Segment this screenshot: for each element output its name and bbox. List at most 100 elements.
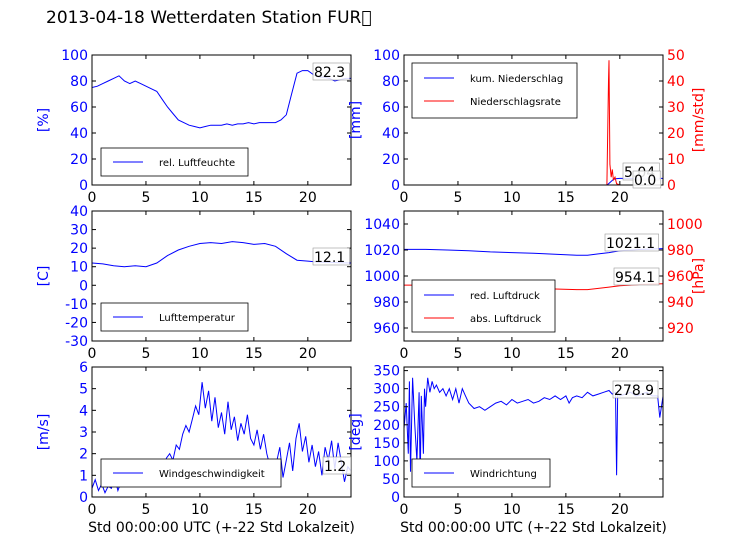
x-tick-label: 0 (88, 346, 97, 362)
y-tick-label: 40 (70, 126, 88, 142)
y-tick-label: 6 (79, 360, 88, 376)
x-tick-label: 5 (453, 190, 462, 206)
y-tick-label: 980 (373, 295, 400, 311)
legend-box (411, 279, 556, 333)
panel-temperature: 0 5 10 15 20 -30 -20 -10 0 10 20 30 40 [C] Lufttempera… (36, 204, 352, 362)
y-tick-label: 5 (79, 382, 88, 398)
x-tick-label: 15 (557, 502, 575, 518)
legend-label: Niederschlagsrate (470, 97, 561, 108)
y-tick-label: 60 (382, 100, 400, 116)
y-tick-label: 3 (79, 425, 88, 441)
x-tick-label: 5 (141, 190, 150, 206)
legend-label: Windgeschwindigkeit (159, 469, 265, 480)
annotation-box (312, 62, 350, 81)
y-tick-label: 40 (70, 204, 88, 220)
x-tick-label: 0 (400, 190, 409, 206)
panel-humidity: 0 5 10 15 20 0 20 40 60 80 100 [%] rel. Luftfeuchte 8… (36, 48, 352, 206)
y-tick-label: 1 (79, 468, 88, 484)
y-tick-label: 200 (373, 418, 400, 434)
x-tick-label: 5 (453, 346, 462, 362)
series-line-lufttemperatur (92, 241, 351, 268)
x-tick-label: 20 (611, 346, 629, 362)
x-axis-label: Std 00:00:00 UTC (+-22 Std Lokalzeit) (88, 520, 355, 536)
x-tick-label: 0 (88, 502, 97, 518)
x-tick-label: 15 (557, 190, 575, 206)
y-tick-label: 0 (391, 178, 400, 194)
x-tick-label: 10 (191, 190, 209, 206)
y-right-tick-label: 920 (667, 321, 694, 337)
y-tick-label: 100 (373, 454, 400, 470)
x-tick-label: 10 (191, 502, 209, 518)
annotation-box (322, 456, 352, 475)
legend-label: red. Luftdruck (470, 291, 540, 302)
x-tick-label: 15 (245, 190, 263, 206)
y-right-tick-label: 40 (667, 74, 685, 90)
x-tick-label: 5 (453, 502, 462, 518)
legend-label: rel. Luftfeuchte (159, 158, 235, 169)
y-tick-label: -10 (65, 297, 88, 313)
series-line-niederschlagsrate (404, 60, 663, 185)
y-axis-label: [mm] (348, 101, 364, 139)
x-tick-label: 20 (299, 190, 317, 206)
legend-label: kum. Niederschlag (470, 74, 563, 85)
y-tick-label: 4 (79, 403, 88, 419)
y-tick-label: -30 (65, 334, 88, 350)
y-tick-label: 80 (382, 74, 400, 90)
y-tick-label: 250 (373, 400, 400, 416)
y-tick-label: 20 (382, 152, 400, 168)
annotation-box (632, 170, 662, 189)
y-right-tick-label: 10 (667, 152, 685, 168)
x-axis-label: Std 00:00:00 UTC (+-22 Std Lokalzeit) (400, 520, 667, 536)
x-tick-label: 15 (557, 346, 575, 362)
x-tick-label: 0 (400, 502, 409, 518)
x-tick-label: 15 (245, 346, 263, 362)
y-axis-label: [m/s] (36, 414, 52, 451)
x-tick-label: 10 (503, 502, 521, 518)
y-tick-label: 50 (382, 472, 400, 488)
y-tick-label: 80 (70, 74, 88, 90)
annotation-box (604, 233, 659, 252)
annotation-box (312, 247, 350, 266)
value-annotation: 12.1 (314, 250, 345, 266)
y-tick-label: 300 (373, 382, 400, 398)
y-right-tick-label: 1000 (667, 217, 703, 233)
x-tick-label: 20 (611, 190, 629, 206)
y-tick-label: 30 (70, 223, 88, 239)
y-right-tick-label: 30 (667, 100, 685, 116)
value-annotation: 1.2 (324, 459, 346, 475)
value-annotation: 0.0 (634, 173, 656, 189)
panel-pressure: 0 5 10 15 20 960 980 1000 1020 1040 920 940 960 980 10… (364, 210, 707, 362)
y-tick-label: 20 (70, 241, 88, 257)
x-tick-label: 15 (245, 502, 263, 518)
page-title: 2013-04-18 Wetterdaten Station FUR  (46, 8, 372, 28)
series-line-red-luftdruck (404, 248, 663, 256)
y-right-tick-label: 980 (667, 243, 694, 259)
legend-box (411, 62, 578, 119)
value-annotation: 278.9 (614, 383, 654, 399)
legend-label: Lufttemperatur (159, 313, 236, 324)
x-tick-label: 20 (299, 502, 317, 518)
x-tick-label: 10 (191, 346, 209, 362)
plot-frame (91, 210, 352, 342)
y-tick-label: 350 (373, 364, 400, 380)
y-axis-label: [%] (36, 108, 52, 132)
y-tick-label: 1000 (364, 269, 400, 285)
y-tick-label: 60 (70, 100, 88, 116)
y-tick-label: 0 (79, 278, 88, 294)
y-tick-label: 0 (79, 490, 88, 506)
y-tick-label: 960 (373, 321, 400, 337)
x-tick-label: 5 (141, 346, 150, 362)
y-axis-label: [deg] (348, 413, 364, 450)
y-tick-label: -20 (65, 315, 88, 331)
y-right-axis-label: [hPa] (691, 258, 707, 294)
y-tick-label: 0 (79, 178, 88, 194)
x-tick-label: 10 (503, 346, 521, 362)
y-tick-label: 2 (79, 447, 88, 463)
x-tick-label: 20 (611, 502, 629, 518)
y-axis-label: [C] (36, 266, 52, 287)
value-annotation: 1021.1 (606, 236, 655, 252)
panel-precip: 0 5 10 15 20 0 20 40 60 80 100 0 10 20 30 40 50 [mm] [mm/s… (348, 48, 707, 206)
x-tick-label: 0 (400, 346, 409, 362)
plot-frame (91, 54, 352, 186)
